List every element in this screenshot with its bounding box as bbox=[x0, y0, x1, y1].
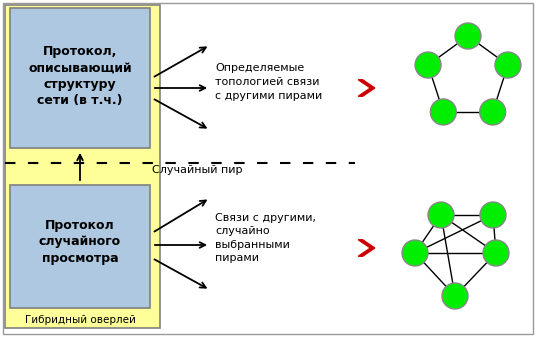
Polygon shape bbox=[358, 80, 375, 96]
Bar bbox=[10, 185, 150, 308]
Text: Гибридный оверлей: Гибридный оверлей bbox=[25, 315, 135, 325]
Bar bbox=[5, 5, 160, 328]
Text: Определяемые
топологией связи
с другими пирами: Определяемые топологией связи с другими … bbox=[215, 63, 322, 101]
Circle shape bbox=[430, 99, 456, 125]
Bar bbox=[10, 8, 150, 148]
Circle shape bbox=[415, 52, 441, 78]
Text: Связи с другими,
случайно
выбранными
пирами: Связи с другими, случайно выбранными пир… bbox=[215, 213, 316, 264]
Circle shape bbox=[442, 283, 468, 309]
Circle shape bbox=[402, 240, 428, 266]
Text: Случайный пир: Случайный пир bbox=[152, 165, 243, 175]
Circle shape bbox=[428, 202, 454, 228]
Circle shape bbox=[480, 202, 506, 228]
Circle shape bbox=[480, 99, 506, 125]
Text: Протокол,
описывающий
структуру
сети (в т.ч.): Протокол, описывающий структуру сети (в … bbox=[28, 45, 132, 107]
Circle shape bbox=[455, 23, 481, 49]
Circle shape bbox=[495, 52, 521, 78]
Polygon shape bbox=[358, 240, 375, 256]
Text: Протокол
случайного
просмотра: Протокол случайного просмотра bbox=[39, 219, 121, 265]
Circle shape bbox=[483, 240, 509, 266]
